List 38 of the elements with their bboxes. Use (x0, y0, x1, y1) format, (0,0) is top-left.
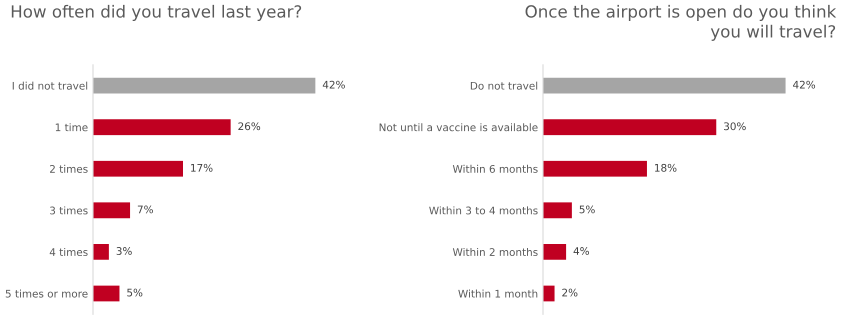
y-tick-label: 5 times or more (6, 290, 88, 298)
data-label: 3% (116, 247, 132, 255)
y-tick-label: Not until a vaccine is available (380, 123, 538, 132)
chart-title: Once the airport is open do you think you will travel? (526, 4, 836, 41)
chart-title: How often did you travel last year? (12, 4, 302, 21)
y-tick-label: Within 6 months (452, 164, 538, 173)
y-tick-label: Within 3 to 4 months (429, 206, 538, 214)
bar (93, 202, 130, 218)
bar (543, 160, 647, 177)
data-label: 2% (562, 288, 578, 297)
data-label: 17% (191, 164, 213, 172)
bar (543, 202, 572, 218)
y-tick-label: 4 times (50, 248, 88, 256)
y-tick-label: 2 times (50, 164, 88, 173)
bar (543, 244, 566, 260)
data-label: 7% (138, 205, 153, 214)
bar (543, 119, 716, 136)
y-tick-label: I did not travel (12, 82, 88, 90)
bar (543, 286, 555, 302)
data-label: 5% (127, 288, 142, 297)
bar (93, 119, 231, 136)
data-label: 18% (655, 164, 676, 172)
y-tick-label: 3 times (50, 206, 88, 214)
bar (93, 244, 109, 260)
y-tick-label: Within 1 month (458, 290, 538, 298)
bar (543, 78, 786, 94)
bar (93, 78, 316, 94)
data-label: 30% (724, 122, 746, 130)
bar (93, 286, 120, 302)
data-label: 42% (322, 80, 345, 89)
data-label: 42% (793, 80, 816, 89)
y-tick-label: Do not travel (470, 82, 538, 90)
data-label: 4% (574, 247, 589, 255)
data-label: 26% (238, 122, 260, 130)
y-tick-label: Within 2 months (452, 248, 538, 256)
data-label: 5% (580, 205, 595, 214)
y-tick-label: 1 time (56, 123, 88, 132)
bar (93, 160, 183, 177)
